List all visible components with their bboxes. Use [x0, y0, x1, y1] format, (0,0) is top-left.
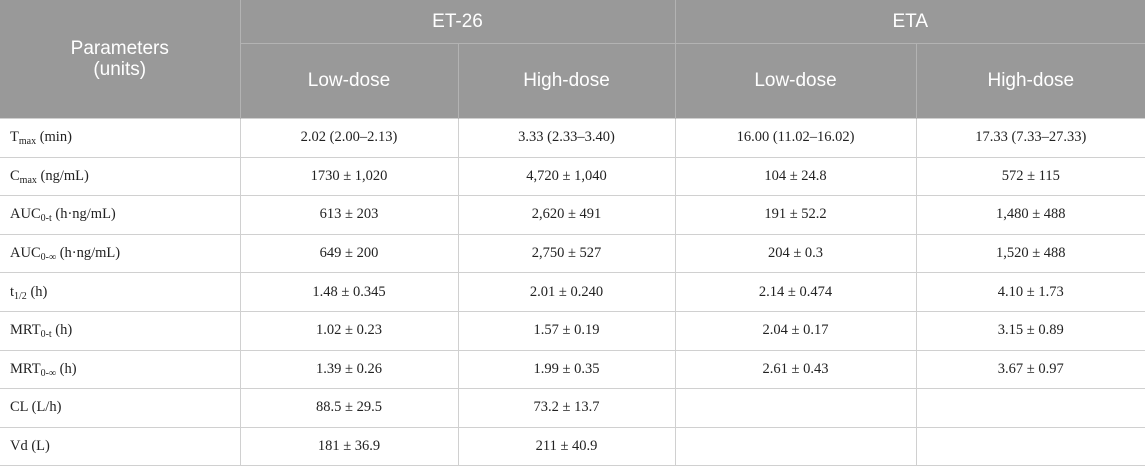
parameter-unit: (ng/mL)	[36, 167, 89, 184]
et26-high-dose-value: 2,620 ± 491	[457, 195, 676, 235]
eta-low-dose-value: 104 ± 24.8	[674, 156, 917, 196]
parameter-unit: (h)	[56, 360, 77, 377]
et26-high-dose-value: 3.33 (2.33–3.40)	[457, 118, 676, 158]
parameter-subscript: 1/2	[14, 290, 27, 302]
parameter-subscript: 0-∞	[40, 252, 57, 264]
parameter-symbol: C	[10, 167, 20, 184]
parameter-subscript: 0-∞	[40, 367, 57, 379]
eta-low-dose-value	[674, 426, 917, 466]
table-row: AUC0-t (h·ng/mL) 613 ± 203 2,620 ± 491 191 …	[0, 195, 1145, 235]
eta-low-dose-value: 2.04 ± 0.17	[674, 310, 917, 351]
eta-low-dose-value: 16.00 (11.02–16.02)	[674, 118, 917, 158]
et26-low-dose-value: 88.5 ± 29.5	[239, 388, 458, 428]
parameter-unit: (h)	[26, 283, 48, 300]
col-header-eta-high: High-dose	[915, 43, 1145, 119]
table-row: MRT0-∞ (h) 1.39 ± 0.26 1.99 ± 0.35 2.61 ± 0…	[0, 349, 1145, 389]
et26-high-dose-value: 4,720 ± 1,040	[457, 156, 676, 196]
et26-low-dose-value: 1.02 ± 0.23	[239, 310, 458, 351]
parameter-unit: (h)	[51, 322, 73, 339]
et26-high-dose-value: 1.57 ± 0.19	[457, 310, 676, 351]
eta-high-dose-value: 4.10 ± 1.73	[915, 272, 1145, 312]
eta-high-dose-value	[915, 426, 1145, 466]
parameter-name-cell: AUC0-t (h·ng/mL)	[0, 195, 240, 235]
parameter-symbol: MRT	[10, 322, 41, 339]
col-header-et26-high: High-dose	[457, 43, 676, 119]
table-body: Tmax (min) 2.02 (2.00–2.13) 3.33 (2.33–3.4…	[0, 118, 1145, 466]
parameter-name-cell: t1/2 (h)	[0, 272, 240, 312]
parameters-header-line2: (units)	[93, 59, 147, 80]
et26-high-dose-value: 1.99 ± 0.35	[457, 349, 676, 389]
parameter-subscript: max	[18, 136, 37, 148]
parameter-symbol: CL (L/h)	[10, 399, 62, 416]
parameters-header: Parameters (units)	[0, 0, 240, 119]
col-header-et26-low: Low-dose	[239, 43, 458, 119]
parameter-subscript: 0-t	[40, 329, 52, 341]
table-row: Tmax (min) 2.02 (2.00–2.13) 3.33 (2.33–3.4…	[0, 118, 1145, 158]
parameter-name-cell: Cmax (ng/mL)	[0, 156, 240, 196]
eta-high-dose-value: 572 ± 115	[915, 156, 1145, 196]
parameter-unit: (min)	[36, 129, 72, 146]
table-header: Parameters (units) ET-26 ETA Low-dose Hi…	[0, 0, 1145, 119]
parameter-symbol: Vd (L)	[10, 438, 50, 455]
table-row: Cmax (ng/mL) 1730 ± 1,020 4,720 ± 1,040 104…	[0, 156, 1145, 196]
eta-low-dose-value	[674, 388, 917, 428]
parameter-symbol: AUC	[10, 245, 41, 262]
eta-low-dose-value: 191 ± 52.2	[674, 195, 917, 235]
parameter-symbol: AUC	[10, 206, 41, 223]
et26-low-dose-value: 2.02 (2.00–2.13)	[239, 118, 458, 158]
col-header-eta-low: Low-dose	[674, 43, 917, 119]
parameters-header-line1: Parameters	[70, 38, 169, 59]
parameter-symbol: t	[10, 283, 15, 300]
parameter-name-cell: AUC0-∞ (h·ng/mL)	[0, 233, 240, 273]
group-header-et26: ET-26	[239, 0, 676, 44]
et26-low-dose-value: 181 ± 36.9	[239, 426, 458, 466]
parameter-name-cell: MRT0-∞ (h)	[0, 349, 240, 389]
eta-high-dose-value	[915, 388, 1145, 428]
table-row: MRT0-t (h) 1.02 ± 0.23 1.57 ± 0.19 2.04 ± 0…	[0, 310, 1145, 351]
et26-low-dose-value: 1730 ± 1,020	[239, 156, 458, 196]
et26-high-dose-value: 2,750 ± 527	[457, 233, 676, 273]
et26-low-dose-value: 1.48 ± 0.345	[239, 272, 458, 312]
parameter-unit: (h·ng/mL)	[56, 245, 121, 262]
et26-low-dose-value: 649 ± 200	[239, 233, 458, 273]
parameter-symbol: T	[10, 129, 19, 146]
et26-low-dose-value: 613 ± 203	[239, 195, 458, 235]
parameter-name-cell: CL (L/h)	[0, 388, 240, 428]
parameter-unit: (h·ng/mL)	[51, 206, 116, 223]
eta-high-dose-value: 17.33 (7.33–27.33)	[915, 118, 1145, 158]
et26-high-dose-value: 73.2 ± 13.7	[457, 388, 676, 428]
table-row: CL (L/h) 88.5 ± 29.5 73.2 ± 13.7	[0, 388, 1145, 428]
parameter-name-cell: MRT0-t (h)	[0, 310, 240, 351]
et26-high-dose-value: 211 ± 40.9	[457, 426, 676, 466]
table-row: Vd (L) 181 ± 36.9 211 ± 40.9	[0, 426, 1145, 466]
eta-low-dose-value: 2.61 ± 0.43	[674, 349, 917, 389]
parameter-name-cell: Tmax (min)	[0, 118, 240, 158]
et26-low-dose-value: 1.39 ± 0.26	[239, 349, 458, 389]
eta-high-dose-value: 3.15 ± 0.89	[915, 310, 1145, 351]
group-header-eta: ETA	[674, 0, 1145, 44]
eta-high-dose-value: 1,520 ± 488	[915, 233, 1145, 273]
parameter-name-cell: Vd (L)	[0, 426, 240, 466]
table-row: AUC0-∞ (h·ng/mL) 649 ± 200 2,750 ± 527 204 …	[0, 233, 1145, 273]
parameter-subscript: 0-t	[40, 213, 52, 225]
eta-low-dose-value: 2.14 ± 0.474	[674, 272, 917, 312]
parameter-symbol: MRT	[10, 360, 41, 377]
eta-high-dose-value: 1,480 ± 488	[915, 195, 1145, 235]
eta-high-dose-value: 3.67 ± 0.97	[915, 349, 1145, 389]
table-row: t1/2 (h) 1.48 ± 0.345 2.01 ± 0.240 2.14 ± 0…	[0, 272, 1145, 312]
parameter-subscript: max	[19, 174, 37, 186]
eta-low-dose-value: 204 ± 0.3	[674, 233, 917, 273]
et26-high-dose-value: 2.01 ± 0.240	[457, 272, 676, 312]
